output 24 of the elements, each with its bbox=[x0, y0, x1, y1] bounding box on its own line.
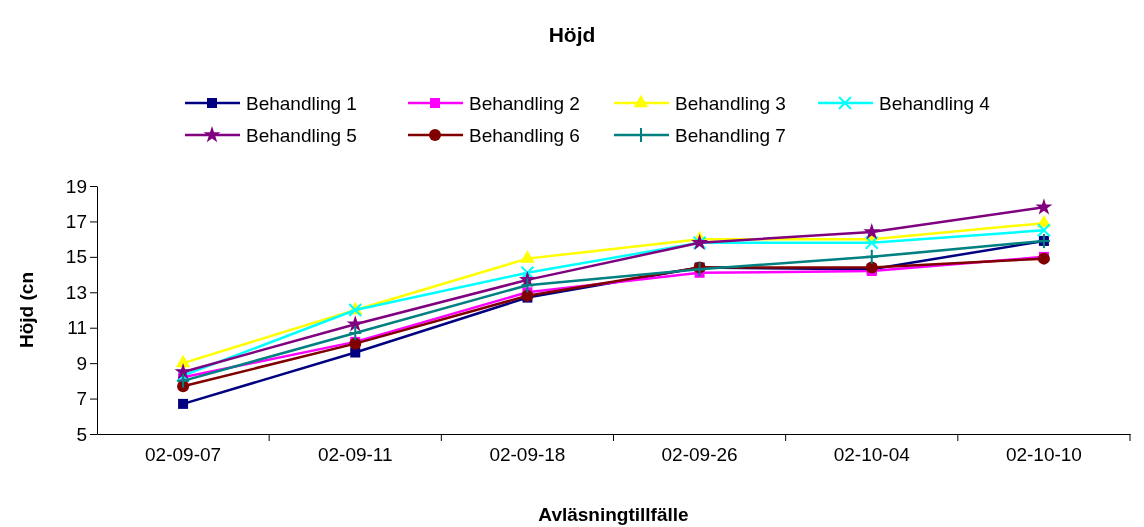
x-tick-label: 02-09-11 bbox=[317, 444, 393, 466]
y-tick-label: 17 bbox=[65, 211, 87, 233]
x-tick-label: 02-10-10 bbox=[1005, 444, 1082, 466]
legend-label: Behandling 3 bbox=[675, 93, 786, 114]
y-tick-label: 5 bbox=[76, 423, 87, 445]
y-tick-label: 13 bbox=[65, 281, 87, 303]
legend-label: Behandling 6 bbox=[469, 125, 580, 146]
chart-title: Höjd bbox=[548, 23, 596, 46]
x-tick-label: 02-09-26 bbox=[661, 444, 738, 466]
x-tick-label: 02-10-04 bbox=[833, 444, 911, 466]
legend-label: Behandling 5 bbox=[246, 125, 357, 146]
x-axis-title: Avläsningtillfälle bbox=[538, 504, 689, 525]
legend-label: Behandling 7 bbox=[675, 125, 786, 146]
y-tick-label: 9 bbox=[76, 352, 87, 374]
y-tick-label: 19 bbox=[65, 175, 87, 197]
x-tick-label: 02-09-07 bbox=[145, 444, 222, 466]
x-tick-label: 02-09-18 bbox=[489, 444, 566, 466]
legend-label: Behandling 4 bbox=[879, 93, 991, 114]
y-tick-label: 11 bbox=[67, 317, 87, 339]
y-tick-label: 7 bbox=[76, 388, 87, 410]
y-tick-label: 15 bbox=[65, 246, 87, 268]
y-axis-title: Höjd (cn bbox=[16, 272, 37, 348]
legend-label: Behandling 2 bbox=[469, 93, 580, 114]
legend-label: Behandling 1 bbox=[246, 93, 357, 114]
